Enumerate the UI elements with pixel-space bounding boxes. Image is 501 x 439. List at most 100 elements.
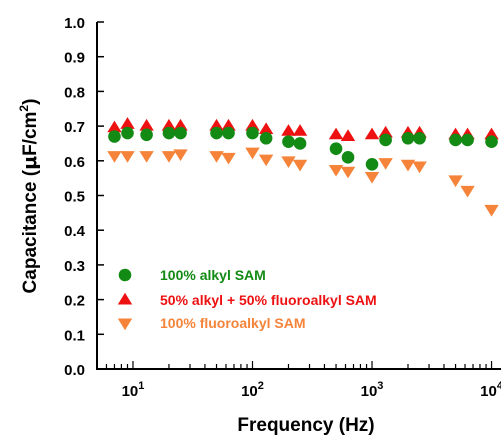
y-tick-label: 0.7 (64, 119, 85, 136)
data-point-triangle-down (221, 152, 236, 165)
data-point-triangle-up (258, 122, 274, 135)
y-axis-label-suffix: ) (20, 99, 41, 105)
data-point-triangle-down (364, 171, 380, 184)
y-tick-label: 0.9 (64, 50, 85, 67)
legend-item: 50% alkyl + 50% fluoroalkyl SAM (117, 292, 377, 308)
y-tick-label: 0.8 (64, 84, 85, 101)
data-point-triangle-up (292, 124, 308, 136)
data-point-triangle-down (328, 165, 344, 177)
legend-label: 100% fluoroalkyl SAM (160, 315, 306, 331)
y-tick-label: 0.6 (64, 154, 85, 171)
data-point-circle (162, 126, 176, 140)
y-axis-ticks: 0.0 0.1 0.2 0.3 0.4 0.5 0.6 0.7 0.8 0.9 1.0 (64, 15, 104, 379)
data-point-circle (379, 133, 392, 147)
data-point-triangle-up (139, 118, 154, 131)
data-point-triangle-down (107, 151, 122, 163)
x-tick-label-base: 10 (480, 383, 497, 400)
data-point-triangle-up (221, 118, 236, 131)
data-point-circle (449, 133, 462, 147)
data-point-triangle-up (107, 120, 122, 133)
data-point-triangle-down (292, 159, 308, 172)
x-tick-label-base: 10 (122, 383, 139, 400)
data-point-triangle-up (209, 118, 224, 131)
data-point-triangle-up (328, 127, 344, 140)
x-tick-label: 104 (480, 380, 501, 400)
x-axis-ticks: 101 102 103 104 (96, 361, 501, 400)
legend-marker (117, 318, 133, 331)
y-tick-label: 0.2 (64, 293, 85, 310)
data-point-circle (365, 157, 379, 171)
data-point-triangle-up (161, 118, 177, 131)
data-point-triangle-up (173, 118, 188, 131)
data-point-circle (259, 131, 273, 145)
x-tick-label: 101 (122, 380, 145, 400)
data-point-triangle-up (120, 117, 135, 129)
legend-marker (117, 292, 133, 305)
x-tick-label-exponent: 1 (138, 380, 144, 392)
y-axis-label: Capacitance (μF/cm2) (17, 99, 41, 294)
x-tick-label-base: 10 (241, 383, 258, 400)
data-point-triangle-down (281, 156, 296, 168)
plot-area: 0.00.10.20.30.40.50.60.70.80.91.0 101 102… (64, 15, 501, 400)
y-axis-label-prefix: Capacitance ( (20, 169, 41, 293)
data-point-triangle-down (340, 166, 356, 179)
data-point-triangle-down (245, 147, 260, 160)
legend: 100% alkyl SAM 50% alkyl + 50% fluoroalky… (117, 267, 377, 331)
x-tick-label-exponent: 4 (497, 380, 501, 392)
data-point-triangle-down (448, 175, 463, 188)
data-point-triangle-down (209, 151, 224, 163)
data-point-circle (174, 126, 187, 140)
y-tick-label: 0.3 (64, 258, 85, 275)
data-point-circle (140, 128, 153, 142)
x-tick-label: 103 (361, 380, 384, 400)
x-axis-label: Frequency (Hz) (237, 415, 374, 436)
data-point-circle (401, 131, 415, 145)
data-point-circle (293, 137, 307, 150)
data-point-triangle-down (120, 151, 135, 163)
data-point-triangle-down (139, 151, 154, 163)
data-point-circle (108, 130, 121, 143)
data-point-circle (461, 133, 474, 147)
data-point-triangle-up (281, 124, 296, 136)
data-point-triangle-up (340, 129, 356, 141)
x-tick-label: 102 (241, 380, 264, 400)
data-point-triangle-down (412, 161, 427, 174)
data-point-circle (210, 126, 223, 140)
data-point-circle (282, 135, 295, 149)
legend-item: 100% fluoroalkyl SAM (117, 315, 306, 331)
y-tick-label: 0.1 (64, 327, 85, 344)
y-tick-label: 0.5 (64, 189, 85, 206)
data-point-circle (413, 131, 426, 145)
y-tick-label: 0.4 (64, 223, 86, 240)
y-tick-label: 0.0 (64, 362, 85, 379)
y-axis-label-superscript: 2 (17, 105, 31, 112)
data-point-circle (485, 135, 498, 149)
data-point-triangle-up (484, 127, 499, 140)
data-point-triangle-up (378, 125, 393, 138)
x-tick-label-exponent: 2 (258, 380, 264, 392)
data-point-triangle-down (258, 154, 274, 167)
data-point-circle (222, 126, 235, 140)
series-triangle-down (107, 147, 499, 217)
legend-label: 100% alkyl SAM (160, 267, 266, 283)
data-point-circle (341, 151, 355, 164)
y-axis-label-mu: μ (19, 156, 41, 170)
data-point-triangle-down (173, 149, 188, 162)
legend-marker (118, 268, 132, 282)
y-axis-label-unit: F/cm (20, 112, 41, 156)
data-point-triangle-down (161, 151, 177, 163)
data-point-triangle-down (400, 159, 416, 172)
data-point-circle (121, 126, 134, 140)
data-point-triangle-up (364, 127, 380, 140)
legend-item: 100% alkyl SAM (118, 267, 266, 283)
data-point-triangle-down (460, 185, 475, 198)
series-circle (108, 126, 498, 171)
data-point-triangle-down (378, 158, 393, 170)
data-point-circle (246, 126, 259, 140)
data-markers (107, 117, 499, 217)
x-tick-label-exponent: 3 (377, 380, 383, 392)
legend-label: 50% alkyl + 50% fluoroalkyl SAM (160, 292, 377, 308)
x-tick-label-base: 10 (361, 383, 378, 400)
data-point-circle (329, 142, 343, 155)
